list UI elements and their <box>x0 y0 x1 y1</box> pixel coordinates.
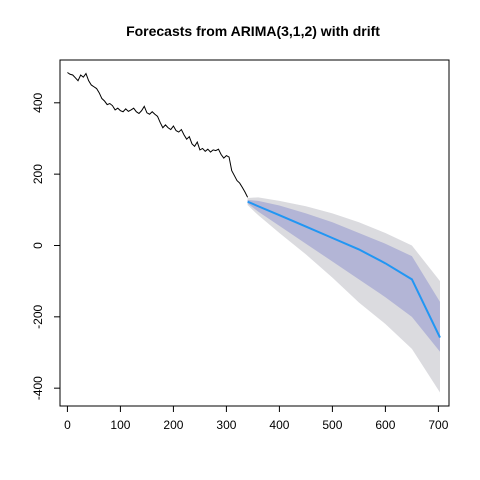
prediction-bands <box>248 197 440 392</box>
x-tick-label: 200 <box>163 418 183 432</box>
y-tick-label: 200 <box>31 164 45 184</box>
x-tick-label: 500 <box>322 418 342 432</box>
plot-frame <box>60 60 449 406</box>
history-line <box>67 72 247 197</box>
y-tick-label: -400 <box>31 376 45 400</box>
x-tick-label: 700 <box>428 418 448 432</box>
y-tick-label: -200 <box>31 304 45 328</box>
x-tick-label: 300 <box>216 418 236 432</box>
x-tick-label: 400 <box>269 418 289 432</box>
x-tick-label: 100 <box>110 418 130 432</box>
x-tick-label: 0 <box>64 418 71 432</box>
y-tick-label: 0 <box>31 242 45 249</box>
y-axis: -400 -200 0 200 400 <box>31 92 60 400</box>
y-tick-label: 400 <box>31 92 45 112</box>
x-axis: 0 100 200 300 400 500 600 700 <box>64 406 449 432</box>
x-tick-label: 600 <box>375 418 395 432</box>
chart-title: Forecasts from ARIMA(3,1,2) with drift <box>126 23 380 39</box>
